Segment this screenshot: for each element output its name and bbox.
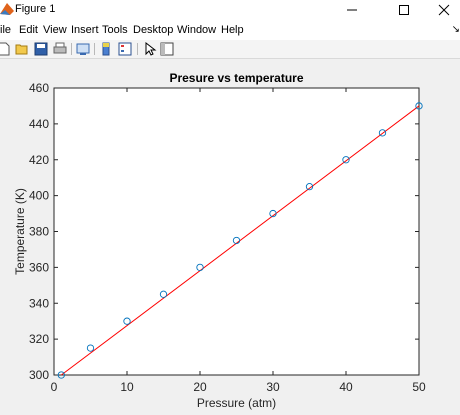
- close-button[interactable]: [425, 0, 460, 20]
- menu-file[interactable]: ile: [0, 24, 12, 36]
- y-tick-label: 440: [29, 117, 49, 131]
- save-icon[interactable]: [34, 42, 48, 56]
- x-tick-label: 20: [193, 380, 207, 394]
- data-point: [378, 129, 387, 137]
- y-tick-label: 380: [29, 225, 49, 239]
- data-point: [415, 102, 423, 110]
- maximize-button[interactable]: [385, 0, 423, 20]
- data-point: [86, 344, 95, 352]
- menu-view[interactable]: View: [43, 24, 67, 36]
- menu-window[interactable]: Window: [177, 24, 217, 36]
- y-tick-label: 420: [29, 153, 49, 167]
- menu-insert[interactable]: Insert: [71, 24, 99, 36]
- pressure-temperature-chart: 0 10 20 30 40 50 300 320 340 360 380 400 420 440 460 Pr…: [13, 71, 426, 410]
- chart-title: Presure vs temperature: [169, 71, 303, 85]
- x-tick-label: 0: [51, 380, 58, 394]
- y-tick-label: 460: [29, 81, 49, 95]
- maximize-icon: [399, 5, 409, 15]
- matlab-logo-icon: [0, 3, 14, 15]
- title-bar: Figure 1: [0, 0, 460, 20]
- x-tick-label: 40: [339, 380, 353, 394]
- data-point: [269, 209, 277, 218]
- colorbar-icon[interactable]: [99, 42, 113, 56]
- property-inspector-icon[interactable]: [160, 42, 174, 56]
- data-point: [196, 263, 204, 272]
- data-point: [57, 371, 65, 379]
- menu-edit[interactable]: Edit: [19, 24, 38, 36]
- dock-arrow-icon[interactable]: ↘: [451, 24, 460, 35]
- menu-bar: ile Edit View Insert Tools Desktop Windo…: [0, 20, 460, 40]
- x-tick-label: 10: [120, 380, 134, 394]
- legend-icon[interactable]: [118, 42, 132, 56]
- open-file-icon[interactable]: [15, 42, 29, 56]
- figure-canvas: 0 10 20 30 40 50 300 320 340 360 380 400 420 440 460 Pr…: [0, 59, 460, 410]
- menu-tools[interactable]: Tools: [102, 24, 128, 36]
- toolbar-separator: [71, 43, 72, 55]
- window-title: Figure 1: [15, 3, 56, 15]
- data-point: [232, 236, 241, 245]
- axes-box: [53, 87, 420, 376]
- close-icon: [438, 4, 450, 16]
- y-tick-label: 400: [29, 189, 49, 203]
- menu-help[interactable]: Help: [221, 24, 244, 36]
- minimize-icon: [347, 9, 357, 11]
- data-point: [342, 156, 350, 164]
- print-icon[interactable]: [53, 42, 67, 56]
- data-point: [123, 317, 131, 325]
- data-point: [305, 183, 314, 191]
- toolbar-separator: [137, 43, 138, 55]
- data-point: [159, 290, 168, 298]
- toolbar-separator: [94, 43, 95, 55]
- y-tick-label: 300: [29, 368, 49, 382]
- link-plot-icon[interactable]: [76, 42, 90, 56]
- minimize-button[interactable]: [333, 0, 371, 20]
- y-tick-label: 340: [29, 296, 49, 310]
- y-axis-label: Temperature (K): [13, 188, 27, 275]
- y-tick-label: 320: [29, 332, 49, 346]
- y-tick-label: 360: [29, 260, 49, 274]
- figure-toolbar: [0, 40, 460, 59]
- x-tick-label: 50: [412, 380, 426, 394]
- menu-desktop[interactable]: Desktop: [133, 24, 174, 36]
- select-pointer-icon[interactable]: [143, 42, 157, 56]
- new-figure-icon[interactable]: [0, 42, 11, 56]
- x-tick-label: 30: [266, 380, 280, 394]
- x-axis-label: Pressure (atm): [197, 396, 276, 410]
